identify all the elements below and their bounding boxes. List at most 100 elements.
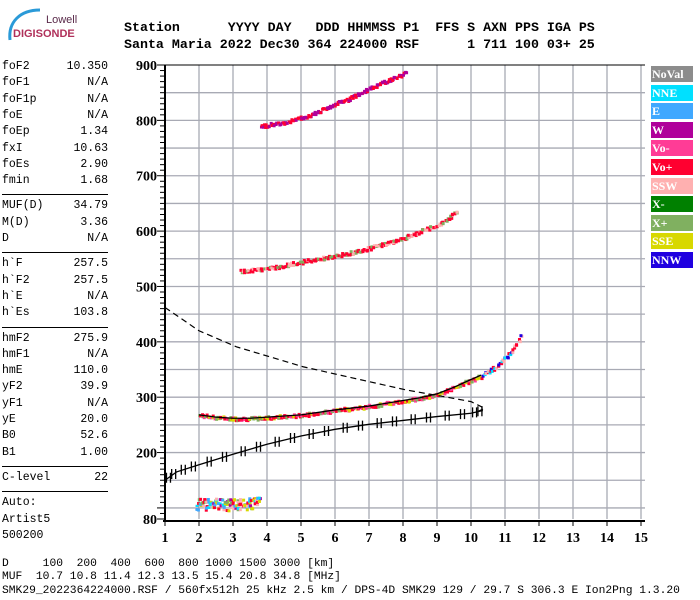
echo-point (310, 112, 314, 116)
echo-point (459, 384, 463, 388)
param-row: fxI 10.63 (2, 142, 108, 158)
param-name: h`F (2, 257, 23, 271)
echo-point (383, 79, 387, 83)
echo-point (392, 241, 396, 245)
echo-point (238, 508, 242, 512)
echo-point (254, 497, 258, 501)
echo-point (236, 500, 240, 504)
param-row: yE 20.0 (2, 413, 108, 429)
echo-point (386, 400, 390, 404)
echo-point (225, 502, 229, 506)
legend-item-noval: NoVal (651, 66, 693, 82)
echo-point (284, 265, 288, 269)
echo-point (288, 120, 292, 124)
echo-point (323, 258, 327, 262)
profile-marker (342, 422, 348, 433)
echo-point (268, 267, 272, 271)
param-row: D N/A (2, 232, 108, 248)
echo-point (274, 264, 278, 268)
param-value: 22 (94, 470, 108, 484)
echo-point (428, 228, 432, 232)
echo-point (263, 417, 267, 421)
profile-marker (255, 441, 262, 452)
echo-point (225, 501, 229, 505)
echo-point (388, 402, 392, 406)
echo-point (292, 261, 296, 265)
echo-point (429, 225, 433, 229)
echo-point (312, 113, 316, 117)
echo-point (199, 497, 203, 501)
echo-point (414, 234, 418, 238)
echo-point (511, 348, 515, 352)
echo-point (326, 257, 330, 261)
echo-point (343, 253, 347, 257)
echo-point (195, 504, 199, 508)
echo-point (387, 80, 391, 84)
legend-item-nnw: NNW (651, 252, 693, 268)
echo-point (251, 507, 255, 511)
echo-point (205, 500, 209, 504)
echo-point (216, 502, 220, 506)
param-row: h`Es 103.8 (2, 306, 108, 322)
echo-point (210, 416, 214, 420)
echo-point (394, 240, 398, 244)
echo-point (256, 496, 260, 500)
param-name: D (2, 232, 9, 245)
echo-point (372, 244, 376, 248)
echo-point (377, 405, 381, 409)
echo-point (277, 416, 281, 420)
digisonde-logo: Lowell DIGISONDE (6, 6, 86, 46)
echo-point (212, 506, 216, 510)
profile-marker (410, 414, 416, 425)
profile-marker (323, 425, 330, 436)
echo-point (386, 240, 390, 244)
echo-point (222, 505, 226, 509)
echo-point (384, 243, 388, 247)
echo-point (319, 111, 323, 115)
echo-point (300, 414, 304, 418)
echo-point (304, 260, 308, 264)
profile-marker (190, 461, 197, 472)
echo-point (215, 417, 219, 421)
echo-point (333, 254, 337, 258)
echo-point (275, 121, 279, 125)
param-row: foEp 1.34 (2, 125, 108, 141)
echo-point (260, 267, 264, 271)
echo-point (262, 123, 266, 127)
legend-item-xplus: X+ (651, 214, 693, 231)
echo-point (438, 222, 442, 226)
param-value: N/A (87, 108, 108, 122)
echo-point (506, 355, 510, 359)
echo-point (310, 260, 314, 264)
echo-point (206, 497, 210, 501)
echo-point (245, 508, 249, 512)
param-row: fmin 1.68 (2, 174, 108, 190)
param-row: yF1 N/A (2, 397, 108, 413)
echo-point (415, 398, 419, 402)
separator (2, 252, 108, 254)
echo-point (365, 405, 369, 409)
echo-point (356, 250, 360, 254)
param-name: foF1 (2, 76, 30, 90)
echo-point (414, 399, 418, 403)
echo-point (230, 501, 234, 505)
echo-point (304, 414, 308, 418)
echo-point (290, 415, 294, 419)
profile-marker (165, 472, 172, 483)
profile-marker (357, 420, 364, 431)
legend-item-vominus: Vo- (651, 140, 693, 157)
y-tick-label: 900 (136, 59, 157, 74)
echo-point (232, 507, 236, 511)
echo-point (285, 416, 289, 420)
echo-point (449, 214, 453, 218)
echo-point (455, 210, 459, 214)
param-row: M(D) 3.36 (2, 216, 108, 232)
echo-point (205, 506, 209, 510)
echo-point (296, 262, 300, 266)
echo-point (362, 407, 366, 411)
x-tick-label: 4 (264, 531, 271, 546)
echo-point (420, 398, 424, 402)
echo-point (305, 260, 309, 264)
echo-point (260, 124, 264, 128)
